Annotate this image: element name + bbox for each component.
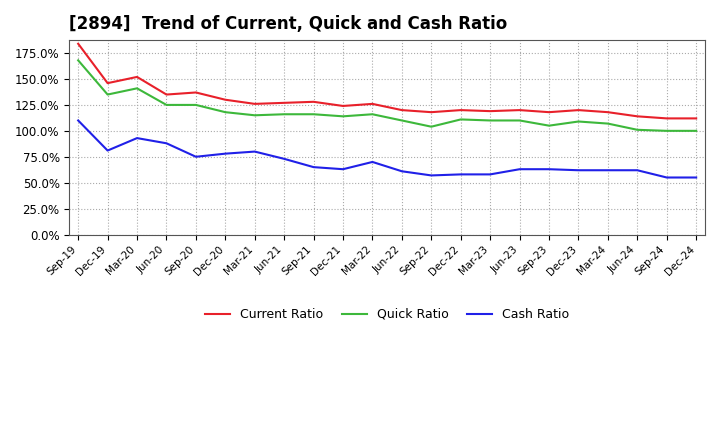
Cash Ratio [103, 148, 112, 153]
Quick Ratio [310, 112, 318, 117]
Quick Ratio [74, 58, 83, 63]
Cash Ratio [251, 149, 259, 154]
Cash Ratio [574, 168, 582, 173]
Quick Ratio [427, 124, 436, 129]
Legend: Current Ratio, Quick Ratio, Cash Ratio: Current Ratio, Quick Ratio, Cash Ratio [200, 303, 575, 326]
Quick Ratio [251, 113, 259, 118]
Cash Ratio [162, 141, 171, 146]
Cash Ratio [516, 167, 524, 172]
Quick Ratio [368, 112, 377, 117]
Current Ratio [516, 107, 524, 113]
Quick Ratio [192, 102, 200, 107]
Current Ratio [310, 99, 318, 104]
Quick Ratio [516, 118, 524, 123]
Cash Ratio [310, 165, 318, 170]
Line: Quick Ratio: Quick Ratio [78, 60, 696, 131]
Quick Ratio [662, 128, 671, 133]
Cash Ratio [221, 151, 230, 156]
Quick Ratio [162, 102, 171, 107]
Cash Ratio [603, 168, 612, 173]
Current Ratio [251, 101, 259, 106]
Quick Ratio [603, 121, 612, 126]
Quick Ratio [280, 112, 289, 117]
Quick Ratio [338, 114, 347, 119]
Quick Ratio [456, 117, 465, 122]
Quick Ratio [397, 118, 406, 123]
Quick Ratio [545, 123, 554, 128]
Cash Ratio [192, 154, 200, 159]
Current Ratio [427, 110, 436, 115]
Cash Ratio [338, 167, 347, 172]
Cash Ratio [633, 168, 642, 173]
Current Ratio [192, 90, 200, 95]
Current Ratio [74, 41, 83, 46]
Quick Ratio [221, 110, 230, 115]
Cash Ratio [456, 172, 465, 177]
Text: [2894]  Trend of Current, Quick and Cash Ratio: [2894] Trend of Current, Quick and Cash … [69, 15, 508, 33]
Current Ratio [162, 92, 171, 97]
Current Ratio [486, 109, 495, 114]
Quick Ratio [486, 118, 495, 123]
Cash Ratio [692, 175, 701, 180]
Current Ratio [456, 107, 465, 113]
Current Ratio [662, 116, 671, 121]
Cash Ratio [74, 118, 83, 123]
Quick Ratio [103, 92, 112, 97]
Current Ratio [574, 107, 582, 113]
Cash Ratio [132, 136, 141, 141]
Quick Ratio [132, 86, 141, 91]
Current Ratio [397, 107, 406, 113]
Current Ratio [603, 110, 612, 115]
Current Ratio [103, 81, 112, 86]
Current Ratio [368, 101, 377, 106]
Cash Ratio [545, 167, 554, 172]
Current Ratio [338, 103, 347, 109]
Current Ratio [280, 100, 289, 106]
Current Ratio [633, 114, 642, 119]
Current Ratio [545, 110, 554, 115]
Cash Ratio [397, 169, 406, 174]
Current Ratio [132, 74, 141, 80]
Quick Ratio [633, 127, 642, 132]
Cash Ratio [486, 172, 495, 177]
Current Ratio [221, 97, 230, 103]
Cash Ratio [662, 175, 671, 180]
Line: Current Ratio: Current Ratio [78, 44, 696, 118]
Quick Ratio [692, 128, 701, 133]
Quick Ratio [574, 119, 582, 124]
Line: Cash Ratio: Cash Ratio [78, 121, 696, 177]
Current Ratio [692, 116, 701, 121]
Cash Ratio [368, 159, 377, 165]
Cash Ratio [427, 173, 436, 178]
Cash Ratio [280, 156, 289, 161]
